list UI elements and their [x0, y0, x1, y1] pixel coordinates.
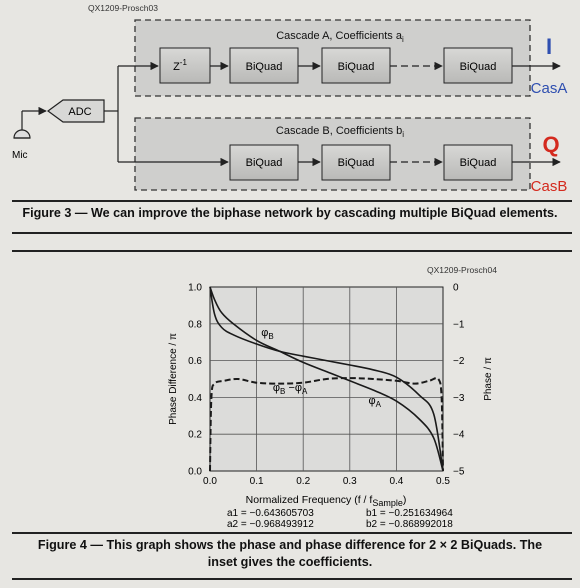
y-left-tick-4: 0.8: [188, 319, 202, 330]
mic-icon: [13, 111, 31, 139]
figure4-caption-line1: Figure 4 — This graph shows the phase an…: [37, 538, 543, 552]
y-right-label: Phase / π: [483, 357, 494, 401]
phase-chart: QX1209-Prosch04 0.0 0.1 0.2 0.3 0.4 0.5 0.0 0.2…: [168, 265, 497, 528]
biquad-b2: [321, 144, 391, 181]
biquad-a2-label: BiQuad: [338, 61, 375, 73]
delay-block: [159, 47, 211, 84]
output-q-label: Q: [542, 132, 559, 157]
delay-label: Z-1: [173, 58, 187, 73]
annotation-2: φA: [368, 395, 381, 409]
x-tick-2: 0.2: [296, 476, 310, 487]
y-left-tick-5: 1.0: [188, 283, 202, 294]
cascade-b-title: Cascade B, Coefficients bi: [276, 125, 404, 139]
y-left-tick-3: 0.6: [188, 356, 202, 367]
y-right-tick-4: −4: [453, 430, 465, 441]
output-casa-label: CasA: [531, 80, 568, 97]
biquad-b1: [229, 144, 299, 181]
y-left-tick-1: 0.2: [188, 430, 202, 441]
biquad-b2-label: BiQuad: [338, 157, 375, 169]
biquad-b1-label: BiQuad: [246, 157, 283, 169]
x-tick-3: 0.3: [343, 476, 357, 487]
y-left-label: Phase Difference / π: [168, 333, 179, 425]
cascade-a-title: Cascade A, Coefficients ai: [276, 30, 404, 44]
biquad-a2: [321, 47, 391, 84]
tick-labels: 0.0 0.1 0.2 0.3 0.4 0.5 0.0 0.2 0.4 0.6 0.8 1.0 0 −1 −…: [188, 283, 465, 488]
coef-b1: b1 = −0.251634964: [366, 508, 453, 519]
biquad-a1-label: BiQuad: [246, 61, 283, 73]
y-left-tick-2: 0.4: [188, 393, 202, 404]
annotation-0: φB: [261, 327, 273, 341]
coef-a1: a1 = −0.643605703: [227, 508, 314, 519]
annotation-1: φB −φA: [273, 382, 308, 396]
figure3-ref-id: QX1209-Prosch03: [88, 3, 158, 13]
annotations: φB φB −φA φA: [261, 327, 381, 409]
output-i-label: I: [546, 34, 552, 59]
y-right-tick-1: −1: [453, 319, 465, 330]
figure4-rule-bottom: [12, 578, 572, 580]
biquad-a1: [229, 47, 299, 84]
series-lines: [209, 286, 444, 472]
output-casb-label: CasB: [531, 178, 568, 195]
y-left-tick-0: 0.0: [188, 467, 202, 478]
x-label: Normalized Frequency (f / fSample): [246, 494, 407, 508]
figure4-rule-middle: [12, 532, 572, 534]
figure4-ref-id: QX1209-Prosch04: [427, 265, 497, 275]
figure4-rule-top: [12, 250, 572, 252]
y-right-tick-0: 0: [453, 283, 459, 294]
x-tick-5: 0.5: [436, 476, 450, 487]
x-tick-0: 0.0: [203, 476, 217, 487]
phase-a-line: [209, 286, 444, 472]
adc-label: ADC: [68, 106, 91, 118]
figure3-rule-bottom: [12, 232, 572, 234]
coef-a2: a2 = −0.968493912: [227, 519, 314, 528]
y-right-tick-3: −3: [453, 393, 465, 404]
biquad-b3: [443, 144, 513, 181]
x-tick-4: 0.4: [389, 476, 403, 487]
cascade-block-diagram: QX1209-Prosch03 Cascade A, Coefficients …: [12, 3, 568, 195]
biquad-a3-label: BiQuad: [460, 61, 497, 73]
x-tick-1: 0.1: [250, 476, 264, 487]
phase-b-line: [209, 286, 444, 472]
figure3-caption: Figure 3 — We can improve the biphase ne…: [22, 206, 558, 220]
y-right-tick-2: −2: [453, 356, 465, 367]
coef-b2: b2 = −0.868992018: [366, 519, 453, 528]
figure3-rule-top: [12, 200, 572, 202]
figure4-caption-line2: inset gives the coefficients.: [207, 555, 373, 569]
mic-label: Mic: [12, 150, 28, 161]
phase-difference-line: [209, 377, 444, 472]
biquad-b3-label: BiQuad: [460, 157, 497, 169]
grid-lines: [210, 287, 443, 471]
y-right-tick-5: −5: [453, 467, 465, 478]
